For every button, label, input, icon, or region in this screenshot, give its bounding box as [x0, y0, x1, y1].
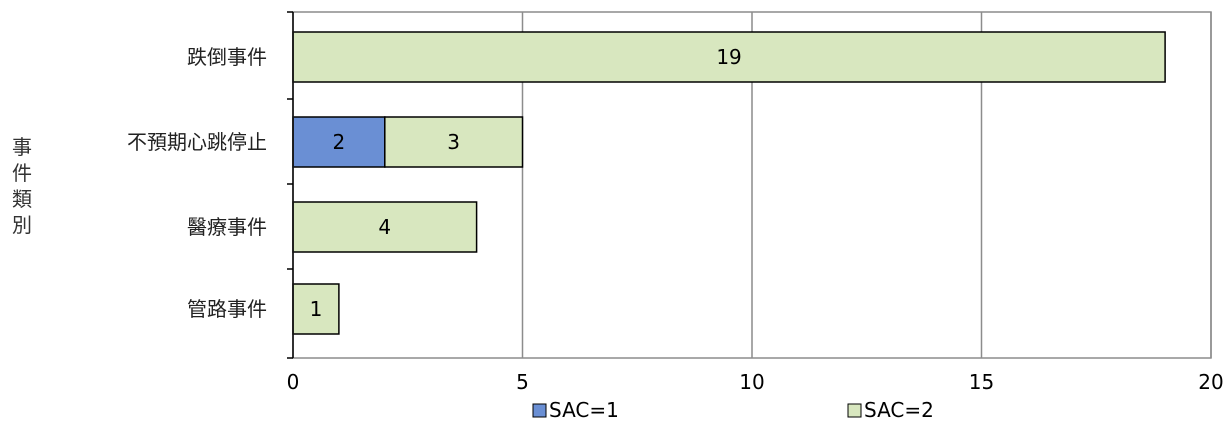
legend-swatch-1: [847, 403, 862, 418]
bar-0-1: [292, 31, 1166, 83]
data-label-0: 19: [716, 45, 741, 69]
bar-1-0: [292, 116, 386, 168]
bars: [292, 31, 1166, 335]
category-label-1: 不預期心跳停止: [127, 130, 267, 154]
category-label-2: 醫療事件: [187, 215, 267, 239]
y-axis-title-char-3: 別: [12, 213, 32, 237]
legend-label-0: SAC=1: [549, 398, 619, 422]
y-axis-title-char-2: 類: [12, 187, 32, 211]
category-label-3: 管路事件: [187, 297, 267, 321]
x-tick-label-0: 0: [287, 370, 300, 394]
category-label-0: 跌倒事件: [187, 45, 267, 69]
data-labels: 19 2 3 4 1: [310, 45, 742, 321]
plot-frame: [287, 11, 1212, 359]
data-label-4: 1: [310, 297, 323, 321]
x-tick-label-10: 10: [739, 370, 764, 394]
data-label-3: 4: [378, 215, 391, 239]
data-label-1: 2: [333, 130, 346, 154]
legend-label-1: SAC=2: [864, 398, 934, 422]
x-tick-label-15: 15: [969, 370, 994, 394]
legend: SAC=1 SAC=2: [532, 398, 934, 422]
y-axis-title-char-1: 件: [12, 161, 32, 185]
x-tick-label-5: 5: [516, 370, 529, 394]
data-label-2: 3: [447, 130, 460, 154]
y-axis-title-char-0: 事: [12, 135, 32, 159]
x-tick-labels: 0 5 10 15 20: [287, 370, 1224, 394]
x-tick-label-20: 20: [1198, 370, 1223, 394]
legend-swatch-0: [532, 403, 547, 418]
bar-1-1: [384, 116, 524, 168]
